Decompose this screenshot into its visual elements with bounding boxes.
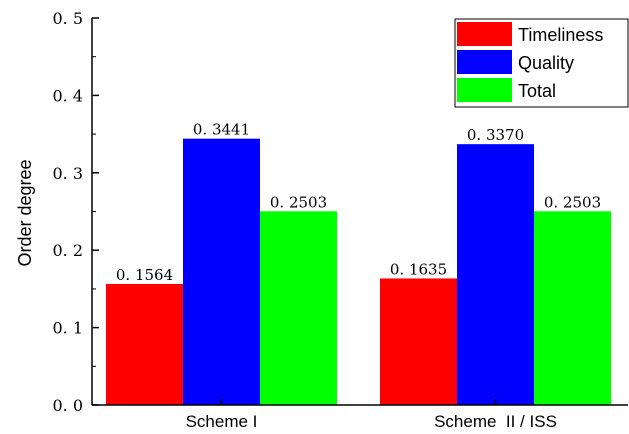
x-tick-label: Scheme II / ISS — [434, 412, 557, 431]
bar-total-1 — [260, 211, 337, 405]
data-labels-group: 0. 1564 0. 3441 0. 2503 0. 1635 0. 3370 0. 25… — [116, 121, 601, 284]
y-tick-label: 0. 2 — [52, 241, 83, 260]
y-ticks-group: 0. 0 0. 1 0. 2 0. 3 0. 4 0. 5 — [52, 9, 99, 415]
x-tick-label: Scheme I — [186, 412, 258, 431]
legend-swatch-total — [457, 78, 512, 102]
bar-timeliness-1 — [106, 283, 183, 405]
data-label-quality-1: 0. 3441 — [193, 121, 250, 139]
data-label-timeliness-2: 0. 1635 — [390, 260, 447, 278]
y-tick-label: 0. 5 — [52, 9, 83, 28]
y-tick-label: 0. 3 — [52, 164, 83, 183]
legend-label-quality: Quality — [518, 53, 574, 73]
bars-group — [106, 138, 611, 406]
bar-quality-2 — [457, 144, 534, 406]
legend-label-total: Total — [518, 81, 556, 101]
y-tick-label: 0. 0 — [52, 396, 83, 415]
data-label-timeliness-1: 0. 1564 — [116, 266, 173, 284]
bar-timeliness-2 — [380, 278, 457, 405]
y-tick-label: 0. 4 — [52, 86, 83, 105]
data-label-total-2: 0. 2503 — [544, 193, 601, 211]
legend-label-timeliness: Timeliness — [518, 25, 603, 45]
legend: Timeliness Quality Total — [454, 18, 629, 108]
bar-total-2 — [534, 211, 611, 405]
y-tick-label: 0. 1 — [52, 319, 83, 338]
x-ticks-group: Scheme I Scheme II / ISS — [186, 399, 557, 431]
data-label-quality-2: 0. 3370 — [467, 126, 524, 144]
legend-swatch-quality — [457, 50, 512, 74]
bar-quality-1 — [183, 138, 260, 405]
data-label-total-1: 0. 2503 — [270, 193, 327, 211]
y-axis-title: Order degree — [15, 159, 35, 266]
legend-swatch-timeliness — [457, 22, 512, 46]
